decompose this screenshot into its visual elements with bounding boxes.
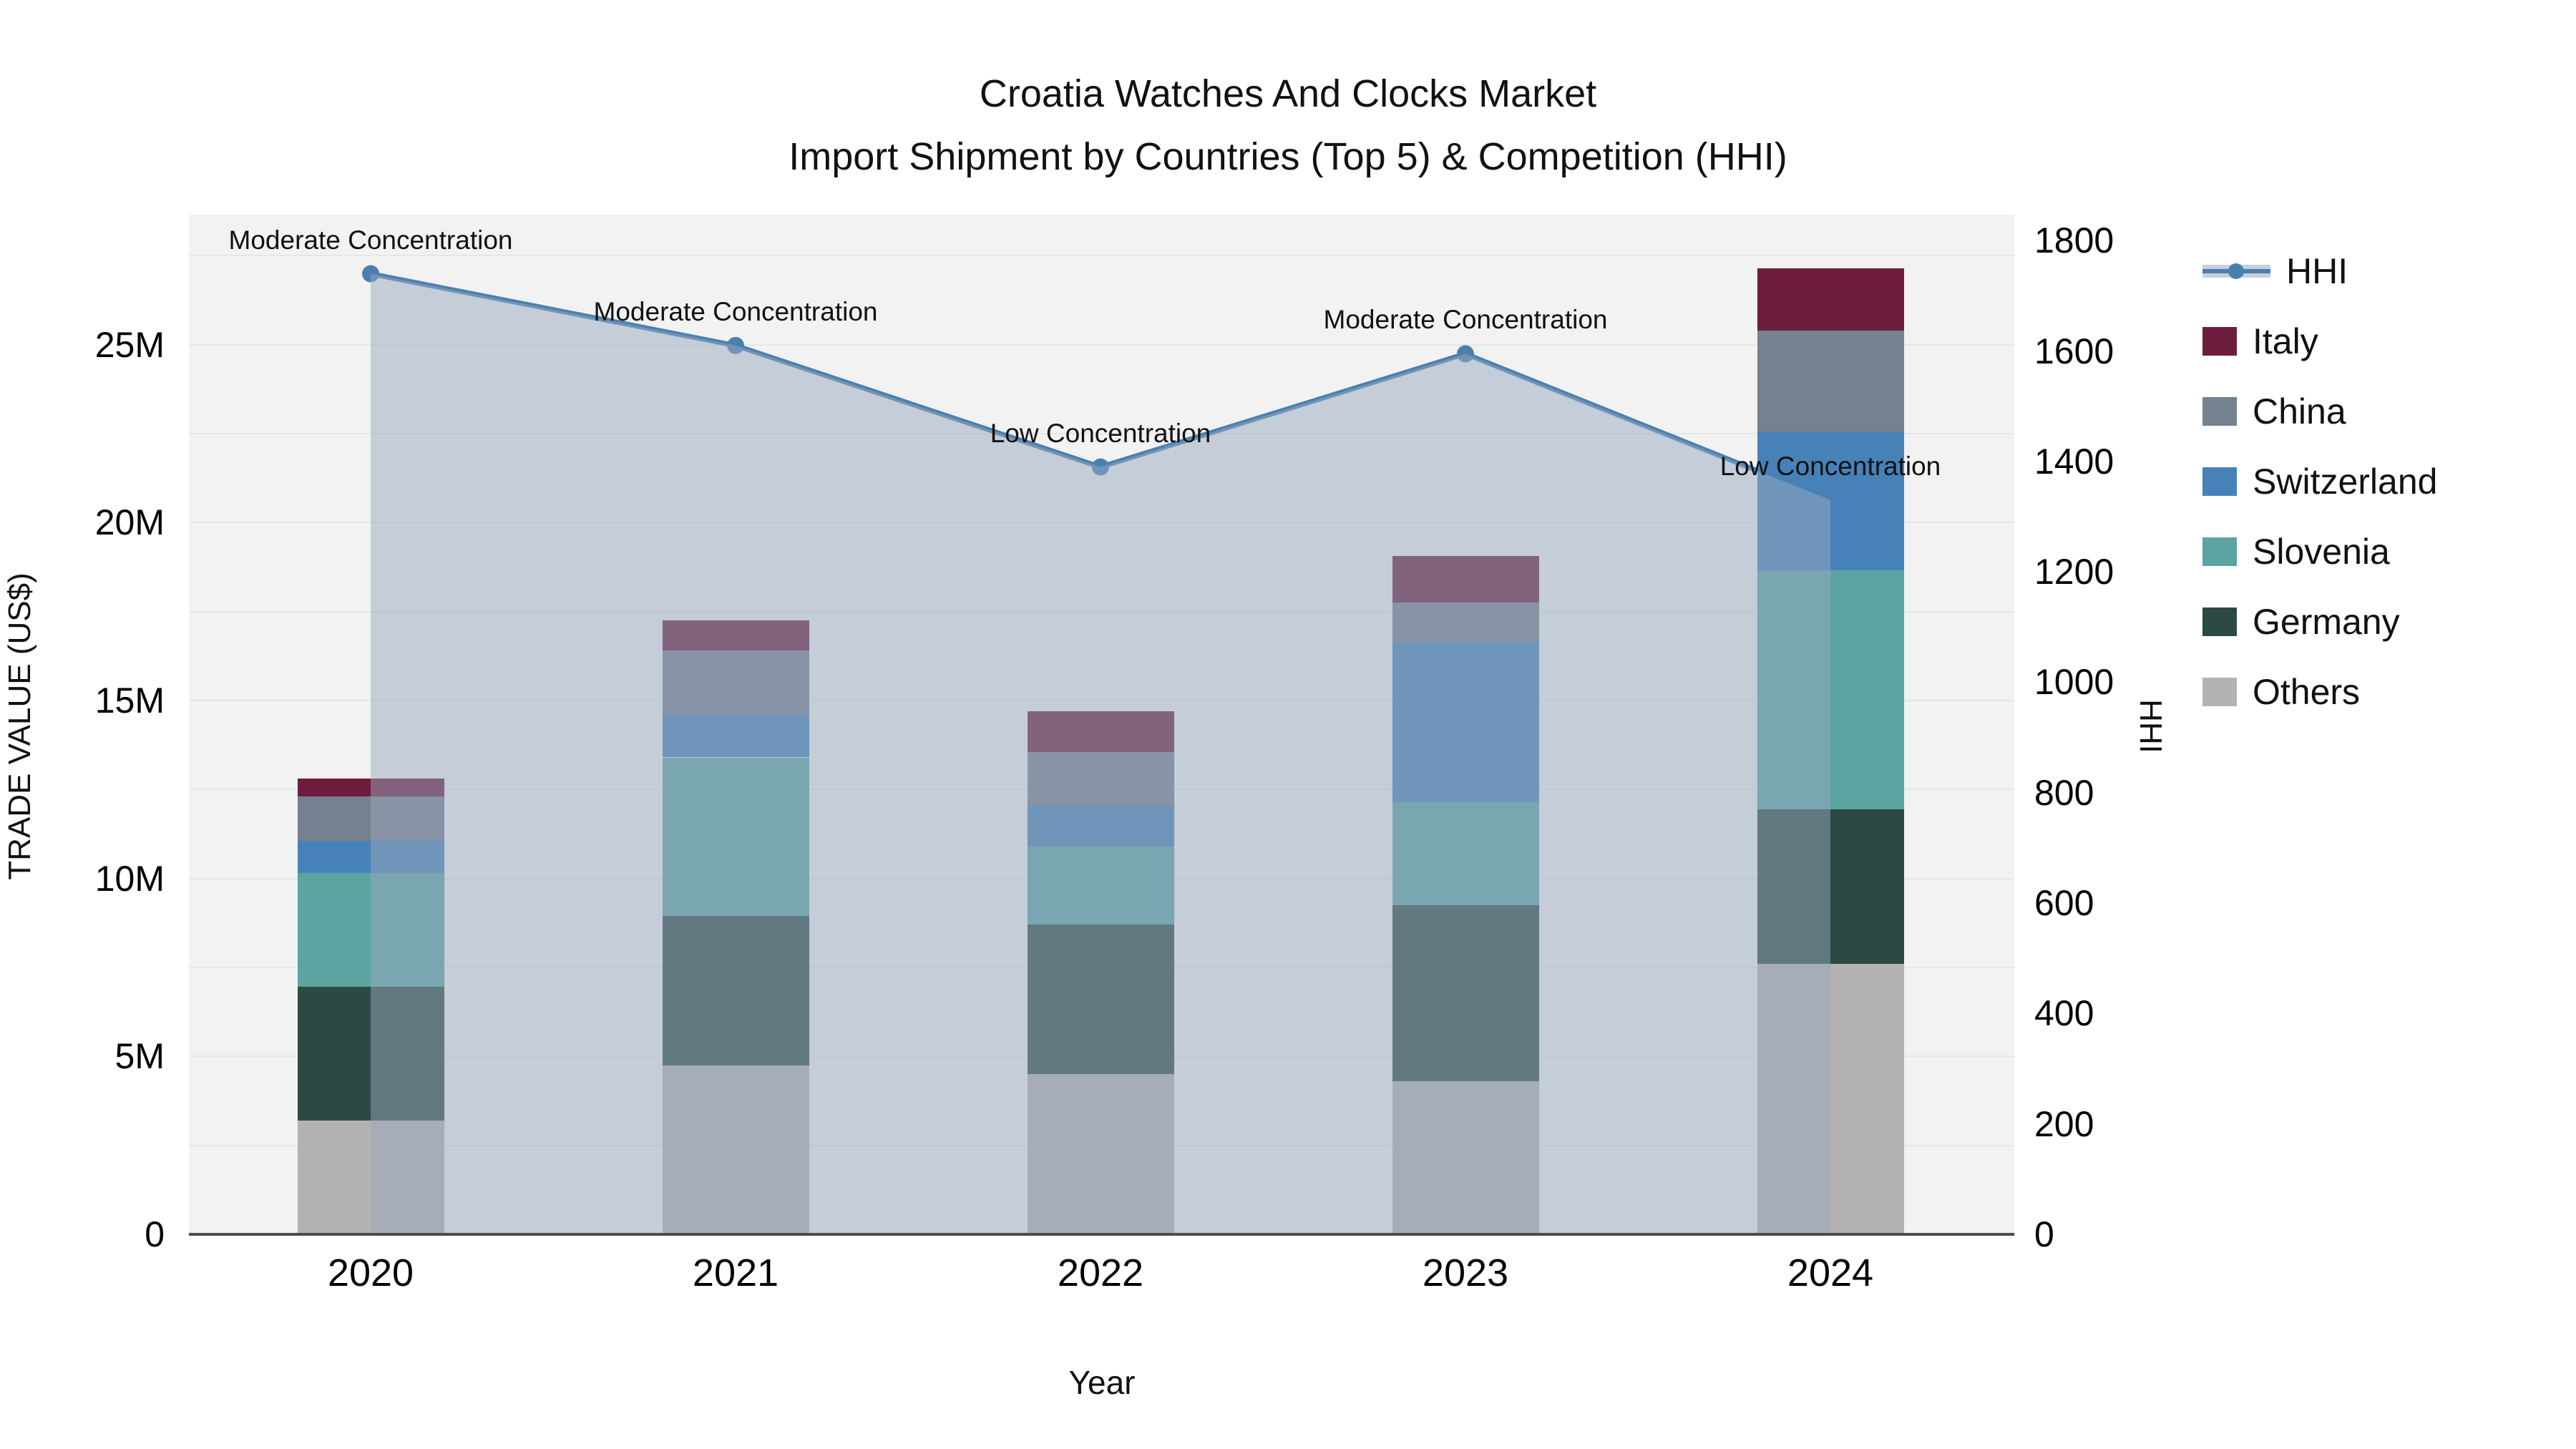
bar-segment-germany-2022 — [1027, 924, 1174, 1075]
bar-segment-italy-2022 — [1027, 711, 1174, 753]
right-axis-tick: 1600 — [2034, 331, 2114, 371]
legend-swatch-switzerland — [2202, 467, 2237, 496]
bar-segment-china-2021 — [662, 650, 809, 715]
legend-label: China — [2253, 391, 2346, 431]
legend-item-italy: Italy — [2202, 306, 2437, 376]
legend-hhi-line-swatch — [2202, 257, 2270, 286]
legend-item-slovenia: Slovenia — [2202, 517, 2437, 587]
bar-segment-others-2020 — [297, 1120, 444, 1234]
right-axis-tick: 200 — [2034, 1103, 2094, 1144]
left-axis-tick: 0 — [145, 1214, 165, 1254]
legend-swatch-germany — [2202, 608, 2237, 636]
right-axis-tick: 400 — [2034, 993, 2094, 1034]
bar-segment-switzerland-2022 — [1027, 805, 1174, 847]
legend-swatch-italy — [2202, 327, 2237, 356]
legend-label: Others — [2253, 672, 2361, 712]
right-axis-tick: 1800 — [2034, 220, 2114, 261]
bar-segment-others-2023 — [1392, 1081, 1539, 1234]
bar-segment-italy-2020 — [297, 779, 444, 797]
bar-segment-italy-2023 — [1392, 556, 1539, 603]
bar-segment-slovenia-2024 — [1757, 570, 1904, 809]
right-axis-tick: 1200 — [2034, 552, 2114, 592]
legend-swatch-china — [2202, 397, 2237, 426]
legend-item-hhi: HHI — [2202, 236, 2437, 306]
right-axis-tick: 0 — [2034, 1214, 2054, 1254]
bar-segment-china-2024 — [1757, 330, 1904, 432]
left-axis-tick: 25M — [94, 324, 165, 365]
hhi-annotation-2021: Moderate Concentration — [593, 296, 878, 326]
bar-segment-slovenia-2023 — [1392, 801, 1539, 905]
right-axis-tick: 1000 — [2034, 662, 2114, 703]
legend-hhi-marker — [2228, 263, 2244, 279]
bar-segment-switzerland-2020 — [297, 841, 444, 874]
legend-swatch-slovenia — [2202, 537, 2237, 566]
bar-segment-china-2020 — [297, 796, 444, 841]
chart-title-line2: Import Shipment by Countries (Top 5) & C… — [789, 135, 1787, 178]
gridline — [189, 255, 2014, 257]
legend: HHI Italy China Switzerland Slovenia Germany O… — [2202, 236, 2437, 727]
bar-segment-germany-2021 — [662, 915, 809, 1065]
bar-segment-slovenia-2022 — [1027, 846, 1174, 925]
bar-segment-slovenia-2020 — [297, 873, 444, 987]
x-axis-tick-year: 2022 — [1057, 1252, 1144, 1294]
legend-label: HHI — [2286, 251, 2348, 291]
bar-segment-china-2022 — [1027, 752, 1174, 806]
bar-segment-germany-2024 — [1757, 809, 1904, 964]
bar-segment-germany-2023 — [1392, 904, 1539, 1082]
left-axis-tick: 15M — [94, 680, 165, 721]
left-axis-tick: 5M — [114, 1036, 165, 1077]
bar-segment-italy-2021 — [662, 620, 809, 651]
left-axis-tick: 10M — [94, 858, 165, 899]
bar-segment-italy-2024 — [1757, 268, 1904, 331]
legend-label: Germany — [2253, 602, 2400, 642]
left-axis-tick: 20M — [94, 502, 165, 543]
right-axis-tick: 800 — [2034, 772, 2094, 813]
chart-title-line1: Croatia Watches And Clocks Market — [979, 72, 1597, 115]
right-axis-tick: 600 — [2034, 883, 2094, 924]
hhi-annotation-2022: Low Concentration — [990, 418, 1211, 448]
legend-item-china: China — [2202, 376, 2437, 447]
hhi-annotation-2020: Moderate Concentration — [228, 225, 513, 255]
hhi-annotation-2024: Low Concentration — [1719, 451, 1941, 481]
legend-label: Switzerland — [2253, 462, 2438, 502]
bar-segment-germany-2020 — [297, 987, 444, 1121]
x-axis-line — [189, 1233, 2014, 1236]
legend-item-germany: Germany — [2202, 587, 2437, 657]
hhi-annotation-2023: Moderate Concentration — [1323, 305, 1608, 335]
x-axis-tick-year: 2020 — [327, 1252, 414, 1294]
bar-segment-others-2021 — [662, 1065, 809, 1234]
bar-segment-switzerland-2023 — [1392, 641, 1539, 802]
x-axis-tick-year: 2023 — [1422, 1252, 1509, 1294]
legend-label: Italy — [2253, 321, 2318, 361]
legend-item-others: Others — [2202, 657, 2437, 727]
legend-item-switzerland: Switzerland — [2202, 447, 2437, 517]
x-axis-tick-year: 2021 — [692, 1252, 779, 1294]
legend-label: Slovenia — [2253, 532, 2390, 572]
x-axis-label: Year — [1068, 1364, 1136, 1401]
bar-segment-china-2023 — [1392, 602, 1539, 642]
bar-segment-others-2022 — [1027, 1074, 1174, 1234]
legend-swatch-others — [2202, 678, 2237, 706]
right-axis-tick: 1400 — [2034, 441, 2114, 482]
x-axis-tick-year: 2024 — [1787, 1252, 1874, 1294]
bar-segment-others-2024 — [1757, 963, 1904, 1234]
bar-segment-switzerland-2021 — [662, 714, 809, 758]
bar-segment-slovenia-2021 — [662, 757, 809, 916]
